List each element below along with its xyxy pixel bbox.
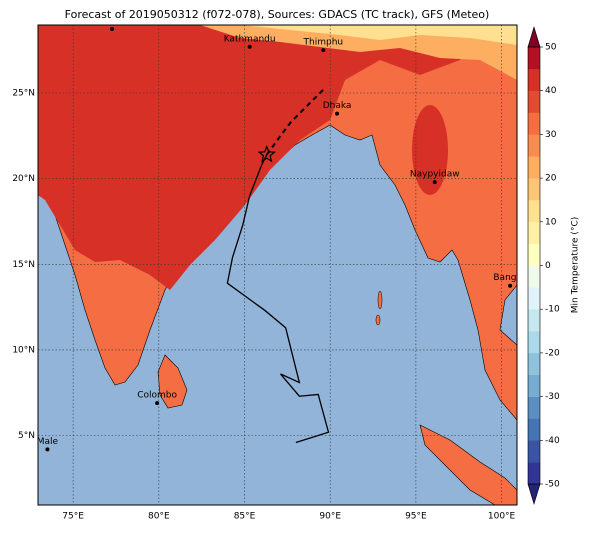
x-tick-label: 75°E bbox=[62, 512, 84, 522]
colorbar-extend bbox=[527, 25, 541, 48]
x-tick-label: 90°E bbox=[319, 512, 341, 522]
colorbar-bin bbox=[528, 352, 540, 376]
city-dot bbox=[110, 27, 114, 31]
colorbar-label: Min Temperature (°C) bbox=[571, 217, 581, 314]
colorbar-tick-label: 0 bbox=[545, 261, 551, 271]
x-tick-label: 100°E bbox=[488, 512, 516, 522]
colorbar-bin bbox=[528, 265, 540, 288]
city-dot bbox=[247, 44, 252, 49]
colorbar-bin bbox=[528, 309, 540, 332]
storm-position bbox=[257, 145, 276, 163]
colorbar-bin bbox=[528, 90, 540, 113]
colorbar-tick-label: 50 bbox=[545, 43, 557, 53]
mountain bbox=[240, 25, 517, 45]
colorbar: 50 40 30 20 10 0 -10 -20 -30 -40 -50 bbox=[527, 25, 560, 506]
y-tick-label: 10°N bbox=[12, 345, 35, 355]
colorbar-bin bbox=[528, 418, 540, 441]
city-label: Kathmandu bbox=[224, 34, 276, 44]
city-label: Thimphu bbox=[303, 38, 344, 48]
colorbar-bin bbox=[528, 374, 540, 397]
city-label: Dhaka bbox=[323, 101, 352, 111]
city-dot bbox=[45, 447, 50, 452]
island bbox=[375, 314, 381, 326]
city-label: Colombo bbox=[137, 391, 177, 401]
city-dot bbox=[321, 48, 326, 53]
x-tick-label: 95°E bbox=[405, 512, 427, 522]
colorbar-bin bbox=[528, 134, 540, 157]
map-frame bbox=[37, 24, 518, 506]
city-dot bbox=[155, 401, 160, 406]
city-dot bbox=[432, 180, 437, 185]
colorbar-bin bbox=[528, 440, 540, 463]
city-dot bbox=[508, 283, 513, 288]
colorbar-bin bbox=[528, 396, 540, 419]
colorbar-bin bbox=[528, 47, 540, 70]
colorbar-bin bbox=[528, 199, 540, 223]
city-label: Naypyidaw bbox=[410, 170, 460, 180]
x-tick-label: 85°E bbox=[234, 512, 256, 522]
colorbar-tick-label: -50 bbox=[545, 480, 560, 490]
y-tick-label: 25°N bbox=[12, 89, 35, 99]
y-tick-label: 15°N bbox=[12, 260, 35, 270]
colorbar-bin bbox=[528, 243, 540, 266]
colorbar-bin bbox=[528, 156, 540, 179]
y-tick-label: 20°N bbox=[12, 174, 35, 184]
island bbox=[377, 290, 383, 310]
x-tick-label: 80°E bbox=[148, 512, 170, 522]
overlay: Kathmandu Thimphu Dhaka Naypyidaw Bangko Colo… bbox=[37, 25, 527, 505]
colorbar-bin bbox=[528, 68, 540, 91]
y-tick-label: 5°N bbox=[18, 431, 35, 441]
title: Forecast of 2019050312 (f072-078), Sourc… bbox=[65, 8, 490, 21]
colorbar-bin bbox=[528, 178, 540, 201]
colorbar-bin bbox=[528, 287, 540, 310]
track bbox=[226, 154, 330, 444]
city-label: Male bbox=[37, 437, 59, 447]
colorbar-tick-label: 20 bbox=[545, 174, 557, 184]
colorbar-tick-label: -30 bbox=[545, 392, 560, 402]
city-dot bbox=[335, 111, 340, 116]
map: Kathmandu Thimphu Dhaka Naypyidaw Bangko Colo… bbox=[37, 25, 527, 505]
colorbar-bin bbox=[528, 462, 540, 485]
colorbar-tick-label: 10 bbox=[545, 217, 557, 227]
hot-region bbox=[412, 105, 448, 195]
colorbar-tick-label: -10 bbox=[545, 305, 560, 315]
colorbar-tick-label: 40 bbox=[545, 86, 557, 96]
island bbox=[157, 354, 188, 409]
island bbox=[419, 424, 517, 505]
colorbar-tick-label: -40 bbox=[545, 436, 560, 446]
colorbar-bin bbox=[528, 112, 540, 135]
city-label: Bangko bbox=[493, 273, 527, 283]
forecast-track bbox=[265, 87, 326, 156]
colorbar-bin bbox=[528, 331, 540, 354]
highland bbox=[200, 25, 517, 80]
colorbar-bin bbox=[528, 221, 540, 244]
colorbar-tick-label: -20 bbox=[545, 348, 560, 358]
colorbar-tick-label: 30 bbox=[545, 130, 557, 140]
hot-region bbox=[38, 25, 470, 290]
colorbar-extend bbox=[527, 483, 541, 506]
